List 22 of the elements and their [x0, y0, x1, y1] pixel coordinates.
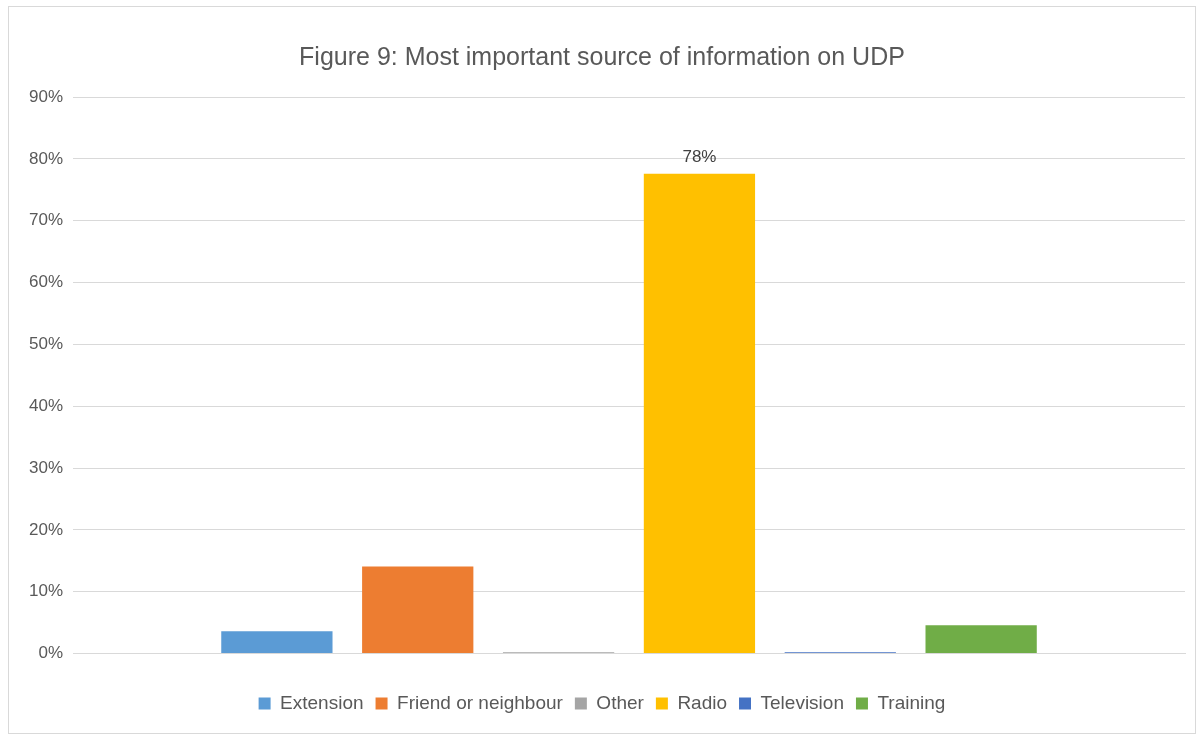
y-tick-label: 40% — [28, 395, 64, 415]
chart-title: Figure 9: Most important source of information on UDP — [299, 41, 905, 70]
legend-label: Extension — [280, 691, 364, 713]
bar — [925, 625, 1037, 654]
y-tick-label: 20% — [28, 519, 64, 539]
y-tick-label: 0% — [38, 643, 64, 663]
legend-label: Other — [596, 691, 645, 713]
legend-label: Radio — [677, 691, 728, 713]
y-tick-label: 90% — [28, 86, 64, 106]
y-tick-label: 60% — [28, 272, 64, 292]
data-label: 78% — [682, 146, 717, 166]
y-tick-label: 70% — [28, 210, 64, 230]
legend-label: Friend or neighbour — [397, 691, 564, 713]
bar — [643, 173, 756, 654]
y-tick-label: 50% — [28, 334, 64, 354]
y-tick-label: 30% — [28, 457, 64, 477]
y-tick-label: 80% — [28, 148, 64, 168]
legend-label: Television — [760, 691, 844, 713]
bar — [221, 631, 333, 654]
bar — [362, 566, 474, 654]
y-tick-label: 10% — [28, 581, 64, 601]
legend-label: Training — [877, 691, 946, 713]
